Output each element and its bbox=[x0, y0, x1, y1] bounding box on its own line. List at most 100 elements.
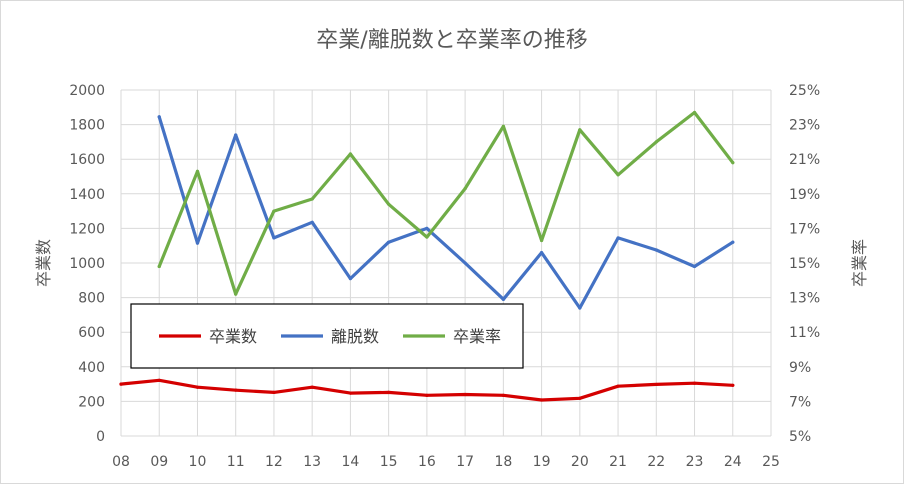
x-tick-label: 20 bbox=[571, 454, 589, 470]
data-point bbox=[348, 391, 353, 395]
x-tick-label: 12 bbox=[265, 454, 283, 470]
series-line-1 bbox=[157, 115, 735, 310]
data-point bbox=[692, 264, 697, 269]
data-point bbox=[539, 238, 544, 243]
y-tick-label: 800 bbox=[78, 291, 105, 307]
data-point bbox=[234, 133, 238, 137]
data-point bbox=[157, 378, 161, 382]
legend: 卒業数 離脱数 卒業率 bbox=[130, 303, 524, 369]
y-tick-label: 1400 bbox=[69, 187, 105, 203]
x-tick-label: 24 bbox=[724, 454, 742, 470]
data-point bbox=[539, 398, 544, 402]
data-point bbox=[234, 388, 238, 392]
data-point bbox=[272, 390, 276, 395]
x-tick-label: 21 bbox=[609, 454, 627, 470]
y2-tick-label: 9% bbox=[789, 360, 811, 376]
data-point bbox=[272, 236, 276, 240]
legend-label: 卒業率 bbox=[453, 327, 501, 346]
data-point bbox=[692, 381, 697, 385]
x-tick-label: 22 bbox=[647, 454, 665, 470]
y-tick-label: 400 bbox=[78, 360, 105, 376]
y2-tick-label: 17% bbox=[789, 221, 820, 237]
data-point bbox=[195, 241, 200, 245]
y2-tick-label: 13% bbox=[789, 291, 820, 307]
legend-label: 卒業数 bbox=[209, 327, 257, 346]
y2-tick-label: 21% bbox=[789, 152, 820, 168]
data-point bbox=[692, 110, 697, 115]
data-point bbox=[654, 382, 658, 387]
y-tick-label: 0 bbox=[96, 429, 105, 445]
x-tick-label: 23 bbox=[686, 454, 704, 470]
data-point bbox=[616, 173, 620, 177]
data-point bbox=[425, 393, 429, 397]
y-tick-label: 200 bbox=[78, 394, 105, 410]
y2-tick-label: 19% bbox=[789, 187, 820, 203]
axes: 0 200 400 600 800 1000 1200 1400 1600 1800 2000 5% 7… bbox=[69, 83, 820, 470]
x-tick-label: 18 bbox=[494, 454, 512, 470]
data-point bbox=[616, 384, 620, 388]
y2-tick-label: 23% bbox=[789, 118, 820, 134]
data-point bbox=[501, 124, 505, 128]
y2-tick-label: 5% bbox=[789, 429, 811, 445]
x-tick-label: 14 bbox=[341, 454, 359, 470]
x-tick-label: 19 bbox=[533, 454, 551, 470]
data-point bbox=[387, 390, 391, 395]
x-tick-label: 09 bbox=[150, 454, 168, 470]
data-point bbox=[501, 297, 505, 301]
data-point bbox=[157, 264, 161, 269]
data-point bbox=[310, 220, 314, 224]
x-tick-label: 25 bbox=[762, 454, 780, 470]
data-point bbox=[425, 226, 429, 230]
y-tick-label: 600 bbox=[78, 325, 105, 341]
y-tick-label: 1800 bbox=[69, 118, 105, 134]
data-point bbox=[387, 202, 391, 206]
data-point bbox=[195, 385, 200, 389]
data-point bbox=[654, 248, 658, 252]
x-tick-label: 15 bbox=[380, 454, 398, 470]
data-point bbox=[310, 197, 314, 201]
x-tick-label: 11 bbox=[227, 454, 245, 470]
data-point bbox=[157, 115, 161, 119]
y2-tick-label: 15% bbox=[789, 256, 820, 272]
data-point bbox=[348, 152, 353, 156]
data-point bbox=[616, 236, 620, 240]
series-lines bbox=[119, 110, 735, 402]
x-tick-label: 17 bbox=[456, 454, 474, 470]
chart-title: 卒業/離脱数と卒業率の推移 bbox=[316, 28, 587, 53]
data-point bbox=[463, 187, 467, 191]
y2-tick-label: 7% bbox=[789, 394, 811, 410]
data-point bbox=[731, 161, 735, 165]
data-point bbox=[463, 392, 467, 397]
y-axis-title-right: 卒業率 bbox=[850, 239, 869, 287]
y-axis-title-left: 卒業数 bbox=[34, 239, 53, 287]
data-point bbox=[195, 169, 200, 173]
y2-tick-label: 25% bbox=[789, 83, 820, 99]
data-point bbox=[539, 251, 544, 255]
data-point bbox=[654, 140, 658, 144]
x-tick-label: 10 bbox=[189, 454, 207, 470]
y-tick-label: 2000 bbox=[69, 83, 105, 99]
data-point bbox=[348, 276, 353, 281]
data-point bbox=[578, 128, 582, 132]
data-point bbox=[463, 261, 467, 265]
data-point bbox=[731, 240, 735, 244]
x-tick-label: 08 bbox=[112, 454, 130, 470]
x-tick-label: 16 bbox=[418, 454, 436, 470]
y2-tick-label: 11% bbox=[789, 325, 820, 341]
data-point bbox=[310, 385, 314, 389]
data-point bbox=[578, 396, 582, 400]
data-point bbox=[501, 393, 505, 397]
series-line-2 bbox=[157, 110, 735, 296]
x-tick-label: 13 bbox=[303, 454, 321, 470]
data-point bbox=[578, 306, 582, 310]
data-point bbox=[425, 235, 429, 239]
y-tick-label: 1600 bbox=[69, 152, 105, 168]
y-tick-label: 1000 bbox=[69, 256, 105, 272]
y-tick-label: 1200 bbox=[69, 221, 105, 237]
data-point bbox=[234, 292, 238, 296]
legend-label: 離脱数 bbox=[331, 327, 379, 346]
data-point bbox=[272, 209, 276, 213]
data-point bbox=[387, 240, 391, 244]
